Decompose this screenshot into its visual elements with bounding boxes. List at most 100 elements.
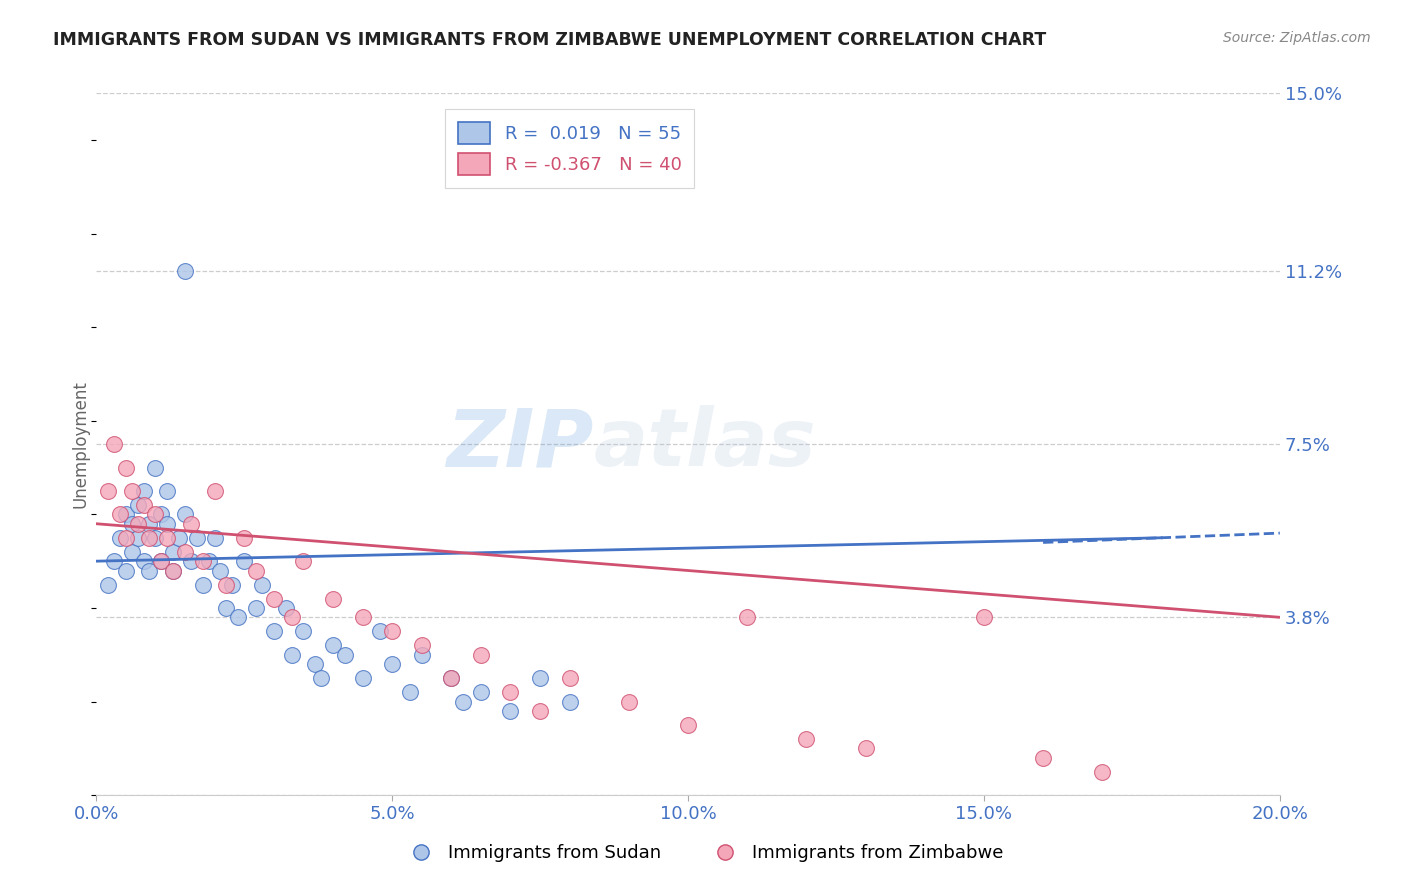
Point — [558, 671, 581, 685]
Point — [280, 610, 302, 624]
Point — [250, 577, 273, 591]
Point — [132, 483, 155, 498]
Point — [145, 508, 167, 522]
Text: Source: ZipAtlas.com: Source: ZipAtlas.com — [1223, 31, 1371, 45]
Point — [145, 460, 167, 475]
Point — [381, 624, 404, 639]
Point — [221, 577, 243, 591]
Point — [162, 564, 184, 578]
Point — [156, 531, 179, 545]
Point — [174, 264, 197, 278]
Point — [1032, 750, 1054, 764]
Legend: R =  0.019   N = 55, R = -0.367   N = 40: R = 0.019 N = 55, R = -0.367 N = 40 — [446, 110, 695, 187]
Point — [309, 671, 332, 685]
Point — [470, 648, 492, 662]
Point — [114, 531, 136, 545]
Point — [558, 694, 581, 708]
Point — [138, 516, 160, 531]
Point — [167, 531, 190, 545]
Point — [233, 554, 256, 568]
Point — [263, 624, 285, 639]
Text: atlas: atlas — [593, 405, 815, 483]
Point — [114, 564, 136, 578]
Point — [470, 685, 492, 699]
Point — [440, 671, 463, 685]
Point — [150, 508, 173, 522]
Point — [263, 591, 285, 606]
Point — [735, 610, 758, 624]
Point — [529, 671, 551, 685]
Point — [97, 577, 120, 591]
Point — [162, 545, 184, 559]
Point — [399, 685, 422, 699]
Point — [174, 545, 197, 559]
Point — [127, 516, 149, 531]
Point — [245, 564, 267, 578]
Point — [162, 564, 184, 578]
Point — [191, 554, 214, 568]
Point — [352, 671, 374, 685]
Point — [204, 531, 226, 545]
Point — [132, 554, 155, 568]
Point — [103, 437, 125, 451]
Point — [150, 554, 173, 568]
Point — [617, 694, 640, 708]
Point — [156, 483, 179, 498]
Point — [381, 657, 404, 671]
Point — [138, 531, 160, 545]
Point — [796, 731, 818, 746]
Text: ZIP: ZIP — [446, 405, 593, 483]
Point — [215, 601, 238, 615]
Point — [197, 554, 219, 568]
Point — [108, 508, 131, 522]
Point — [127, 531, 149, 545]
Point — [1091, 764, 1114, 779]
Point — [411, 648, 433, 662]
Point — [114, 508, 136, 522]
Point — [180, 516, 202, 531]
Point — [245, 601, 267, 615]
Point — [191, 577, 214, 591]
Point — [499, 704, 522, 718]
Point — [973, 610, 995, 624]
Point — [209, 564, 232, 578]
Point — [292, 624, 315, 639]
Point — [280, 648, 302, 662]
Point — [156, 516, 179, 531]
Point — [121, 516, 143, 531]
Point — [529, 704, 551, 718]
Point — [127, 498, 149, 512]
Point — [440, 671, 463, 685]
Point — [226, 610, 249, 624]
Point — [186, 531, 208, 545]
Point — [855, 741, 877, 756]
Point — [150, 554, 173, 568]
Point — [145, 531, 167, 545]
Point — [292, 554, 315, 568]
Point — [180, 554, 202, 568]
Point — [274, 601, 297, 615]
Point — [451, 694, 474, 708]
Legend: Immigrants from Sudan, Immigrants from Zimbabwe: Immigrants from Sudan, Immigrants from Z… — [396, 838, 1010, 870]
Point — [499, 685, 522, 699]
Text: IMMIGRANTS FROM SUDAN VS IMMIGRANTS FROM ZIMBABWE UNEMPLOYMENT CORRELATION CHART: IMMIGRANTS FROM SUDAN VS IMMIGRANTS FROM… — [53, 31, 1046, 49]
Point — [121, 545, 143, 559]
Point — [204, 483, 226, 498]
Point — [322, 639, 344, 653]
Point — [108, 531, 131, 545]
Point — [352, 610, 374, 624]
Point — [233, 531, 256, 545]
Point — [322, 591, 344, 606]
Point — [103, 554, 125, 568]
Point — [411, 639, 433, 653]
Y-axis label: Unemployment: Unemployment — [72, 380, 89, 508]
Point — [333, 648, 356, 662]
Point — [215, 577, 238, 591]
Point — [368, 624, 391, 639]
Point — [174, 508, 197, 522]
Point — [132, 498, 155, 512]
Point — [97, 483, 120, 498]
Point — [304, 657, 326, 671]
Point — [138, 564, 160, 578]
Point — [121, 483, 143, 498]
